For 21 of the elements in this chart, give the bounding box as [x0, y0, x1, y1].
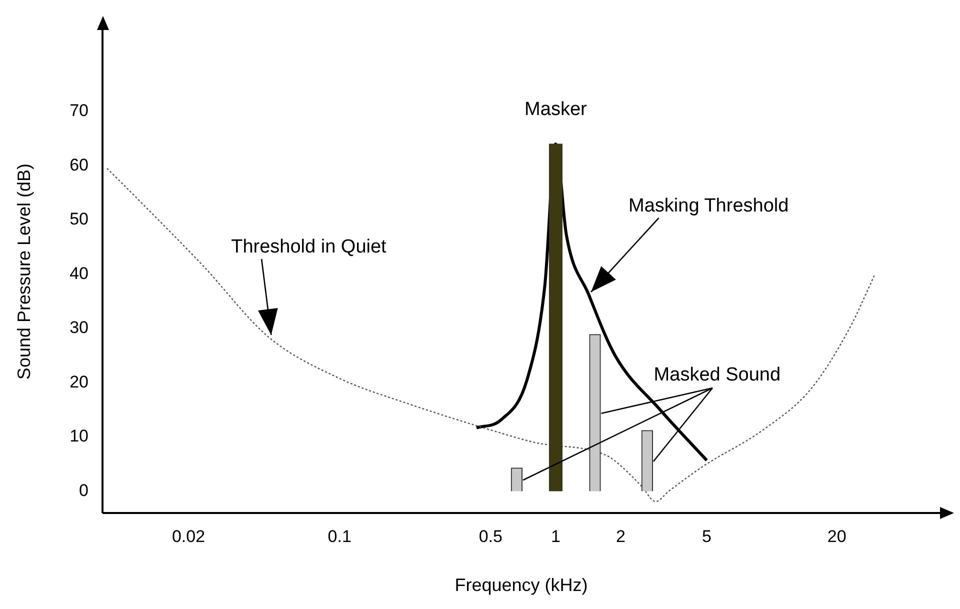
y-tick-label: 70 — [70, 101, 89, 120]
x-tick-label: 1 — [550, 526, 560, 546]
annotation: Masking Threshold — [628, 196, 789, 217]
x-tick-label: 5 — [702, 526, 712, 546]
y-tick-label: 50 — [70, 210, 89, 229]
x-tick-label: 0.5 — [478, 526, 502, 546]
y-tick-label: 60 — [70, 155, 89, 174]
y-tick-label: 10 — [70, 426, 89, 446]
x-axis-title: Frequency (kHz) — [454, 575, 588, 596]
x-tick-label: 2 — [616, 526, 626, 546]
annotation: Masked Sound — [654, 364, 781, 386]
x-tick-label: 20 — [827, 526, 846, 546]
x-tick-label: 0.1 — [328, 526, 352, 546]
y-tick-label: 30 — [70, 318, 89, 338]
y-tick-label: 40 — [70, 264, 89, 283]
x-tick-label: 0.02 — [172, 526, 206, 546]
y-axis-title: Sound Pressure Level (dB) — [14, 163, 34, 380]
annotation: Masker — [524, 99, 588, 120]
y-tick-label: 20 — [70, 372, 89, 392]
y-tick-label: 0 — [79, 480, 89, 500]
annotation: Threshold in Quiet — [231, 236, 388, 258]
